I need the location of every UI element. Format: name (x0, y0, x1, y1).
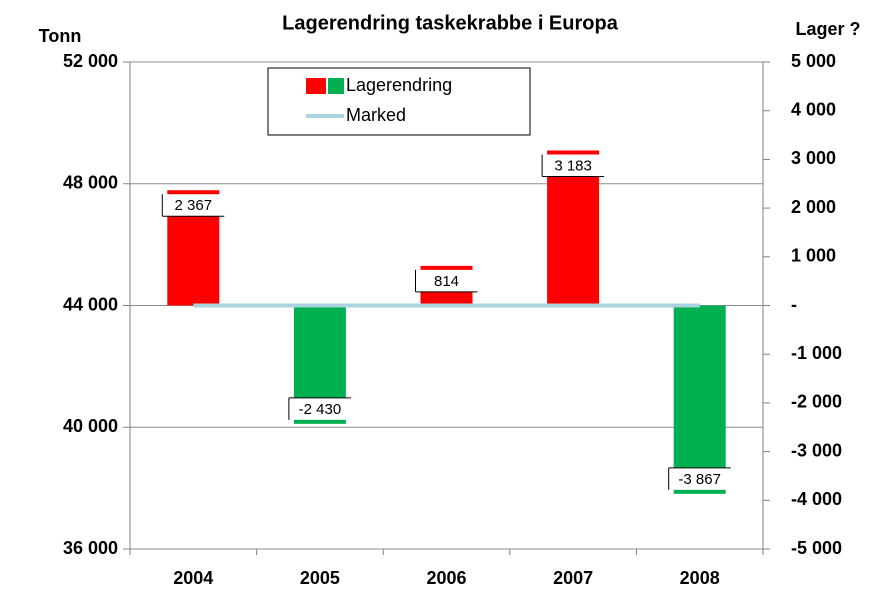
value-label-box (162, 194, 225, 217)
y-tick-label: 48 000 (63, 173, 118, 193)
y2-tick-label: -1 000 (791, 343, 842, 363)
legend-swatch (328, 78, 344, 94)
y2-tick-label: 5 000 (791, 51, 836, 71)
y2-tick-label: 4 000 (791, 99, 836, 119)
y2-tick-label: 2 000 (791, 197, 836, 217)
y-axis-title: Tonn (39, 26, 82, 46)
x-tick-label: 2007 (553, 568, 593, 588)
legend-swatch (306, 78, 326, 94)
x-tick-label: 2008 (680, 568, 720, 588)
y-tick-label: 40 000 (63, 416, 118, 436)
y2-tick-label: -5 000 (791, 538, 842, 558)
legend-label: Marked (346, 105, 406, 125)
y2-axis-title: Lager ? (795, 19, 860, 39)
legend-label: Lagerendring (346, 75, 452, 95)
value-label: -3 867 (678, 471, 721, 488)
y-tick-label: 36 000 (63, 538, 118, 558)
y-tick-label: 52 000 (63, 51, 118, 71)
y2-tick-label: 1 000 (791, 246, 836, 266)
y-tick-label: 44 000 (63, 294, 118, 314)
chart-title: Lagerendring taskekrabbe i Europa (282, 12, 619, 34)
value-label: 2 367 (175, 197, 213, 214)
value-label: -2 430 (299, 401, 342, 418)
value-label: 814 (434, 273, 459, 290)
value-label-box (415, 269, 478, 292)
x-tick-label: 2004 (173, 568, 213, 588)
value-label-box (288, 397, 351, 420)
y2-tick-label: -2 000 (791, 392, 842, 412)
x-tick-label: 2005 (300, 568, 340, 588)
y2-tick-label: -3 000 (791, 440, 842, 460)
x-tick-label: 2006 (426, 568, 466, 588)
value-label: 3 183 (554, 157, 592, 174)
y2-tick-label: - (791, 294, 797, 314)
value-label-box (542, 154, 605, 177)
y2-tick-label: 3 000 (791, 148, 836, 168)
value-label-box (668, 467, 731, 490)
y2-tick-label: -4 000 (791, 489, 842, 509)
bar (673, 305, 726, 494)
